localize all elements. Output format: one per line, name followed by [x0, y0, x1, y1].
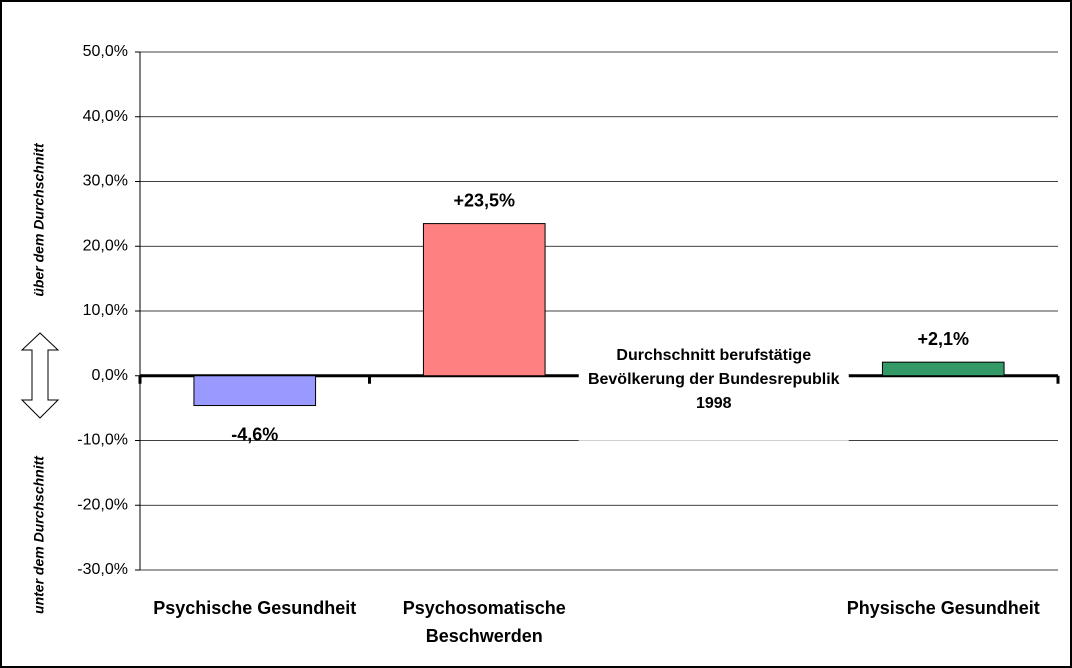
bar [422, 223, 546, 377]
annotation-box [578, 340, 849, 441]
value-label: -4,6% [231, 424, 278, 444]
y-tick-label: 10,0% [83, 302, 128, 319]
x-tick-label: Psychische Gesundheit [153, 598, 357, 618]
value-label: +23,5% [453, 190, 515, 210]
bar [193, 375, 317, 407]
y-tick-label: 40,0% [83, 108, 128, 125]
y-tick-label: 50,0% [83, 43, 128, 60]
y-tick-label: -20,0% [77, 496, 128, 513]
value-label: +2,1% [917, 329, 969, 349]
bar [881, 361, 1005, 377]
y-tick-label: -30,0% [77, 561, 128, 578]
y-tick-label: -10,0% [77, 432, 128, 449]
y-tick-label: 20,0% [83, 237, 128, 254]
annotation: Durchschnitt berufstätige Bevölkerung de… [587, 346, 840, 412]
double-arrow [20, 332, 60, 419]
y-tick-label: 30,0% [83, 173, 128, 190]
x-tick-label: Physische Gesundheit [846, 598, 1040, 618]
y-label-below: unter dem Durchschnitt [31, 455, 47, 614]
y-tick-label: 0,0% [92, 367, 128, 384]
x-tick-label: Psychosomatische Beschwerden [402, 598, 566, 646]
y-label-above: über dem Durchschnitt [31, 142, 47, 297]
